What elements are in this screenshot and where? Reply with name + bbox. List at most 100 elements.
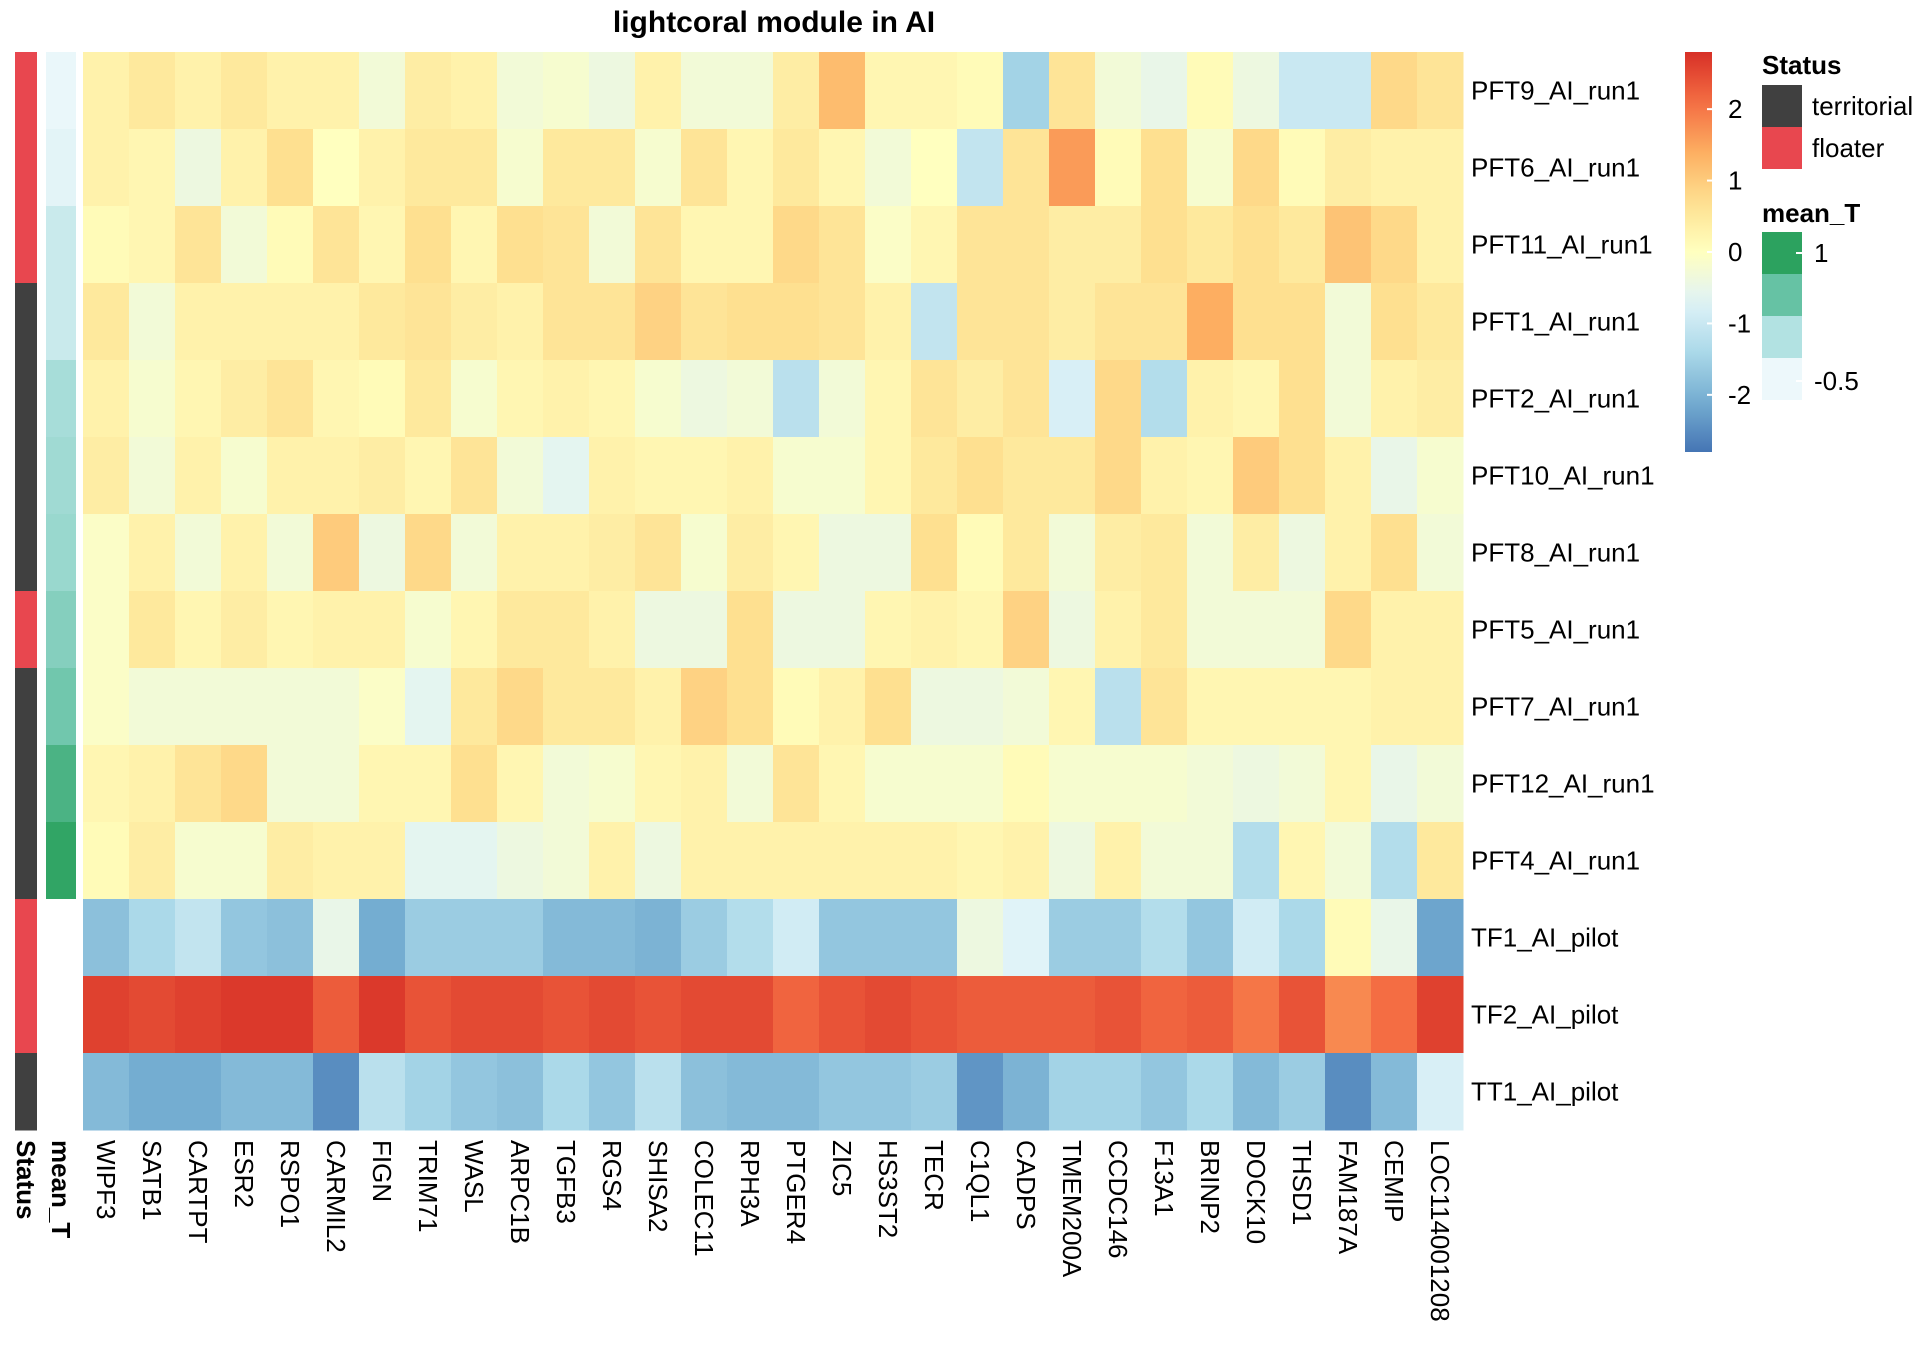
heatmap-cell bbox=[1371, 822, 1418, 900]
heatmap-cell bbox=[313, 1053, 360, 1131]
heatmap-cell bbox=[359, 360, 406, 438]
heatmap-cell bbox=[1325, 514, 1372, 592]
column-label: ESR2 bbox=[229, 1140, 259, 1208]
heatmap-cell bbox=[865, 591, 912, 669]
heatmap-cell bbox=[451, 52, 498, 130]
heatmap-cell bbox=[83, 283, 130, 361]
row-label: PFT9_AI_run1 bbox=[1471, 76, 1640, 106]
heatmap-cell bbox=[589, 1053, 636, 1131]
heatmap-cell bbox=[1279, 899, 1326, 977]
annotation-track-labels: Status mean_T bbox=[11, 1140, 76, 1238]
heatmap-cell bbox=[773, 745, 820, 823]
column-label: SATB1 bbox=[137, 1140, 167, 1220]
heatmap-cell bbox=[589, 514, 636, 592]
heatmap-cell bbox=[83, 591, 130, 669]
heatmap-cell bbox=[819, 129, 866, 207]
annotation-track-label: mean_T bbox=[46, 1140, 76, 1238]
heatmap-cell bbox=[1187, 1053, 1234, 1131]
heatmap-cell bbox=[1187, 283, 1234, 361]
heatmap-cell bbox=[221, 360, 268, 438]
row-label: TF1_AI_pilot bbox=[1471, 923, 1619, 953]
heatmap-cell bbox=[635, 1053, 682, 1131]
heatmap-cell bbox=[865, 899, 912, 977]
heatmap-cell bbox=[1417, 129, 1464, 207]
heatmap-cell bbox=[819, 283, 866, 361]
heatmap-cell bbox=[1003, 206, 1050, 284]
heatmap-cell bbox=[405, 129, 452, 207]
heatmap-cell bbox=[911, 745, 958, 823]
heatmap-cell bbox=[1095, 976, 1142, 1054]
heatmap-cell bbox=[267, 899, 314, 977]
heatmap-cell bbox=[1279, 591, 1326, 669]
heatmap-cell bbox=[1371, 129, 1418, 207]
heatmap-cell bbox=[543, 514, 590, 592]
heatmap-cell bbox=[589, 976, 636, 1054]
heatmap-cell bbox=[1233, 283, 1280, 361]
heatmap-cell bbox=[175, 206, 222, 284]
status-legend-label: territorial bbox=[1812, 91, 1913, 121]
status-cell bbox=[15, 822, 37, 900]
mean-t-cell bbox=[46, 1053, 76, 1131]
heatmap-cell bbox=[1049, 206, 1096, 284]
column-label: RPH3A bbox=[735, 1140, 765, 1227]
heatmap-cell bbox=[681, 52, 728, 130]
row-label: PFT8_AI_run1 bbox=[1471, 538, 1640, 568]
mean-t-legend-swatch bbox=[1762, 358, 1802, 400]
heatmap-cell bbox=[727, 668, 774, 746]
heatmap-cell bbox=[911, 129, 958, 207]
mean-t-cell bbox=[46, 745, 76, 823]
heatmap-cell bbox=[1187, 514, 1234, 592]
heatmap-cell bbox=[451, 976, 498, 1054]
heatmap-cell bbox=[1325, 206, 1372, 284]
column-label: HS3ST2 bbox=[873, 1140, 903, 1238]
heatmap-cell bbox=[1417, 899, 1464, 977]
heatmap-cell bbox=[1417, 976, 1464, 1054]
heatmap-cell bbox=[1233, 360, 1280, 438]
heatmap-cell bbox=[635, 129, 682, 207]
heatmap-cell bbox=[773, 976, 820, 1054]
heatmap-cell bbox=[1371, 360, 1418, 438]
heatmap-cell bbox=[359, 745, 406, 823]
heatmap-cell bbox=[1417, 206, 1464, 284]
heatmap-cell bbox=[865, 745, 912, 823]
column-label: RGS4 bbox=[597, 1140, 627, 1211]
heatmap-cell bbox=[1279, 437, 1326, 515]
mean-t-cell bbox=[46, 52, 76, 130]
heatmap-cell bbox=[1095, 437, 1142, 515]
heatmap-cell bbox=[1279, 745, 1326, 823]
mean-t-cell bbox=[46, 129, 76, 207]
heatmap-cell bbox=[1417, 1053, 1464, 1131]
mean-t-legend-swatch bbox=[1762, 232, 1802, 274]
heatmap-cell bbox=[497, 591, 544, 669]
heatmap-cell bbox=[727, 976, 774, 1054]
heatmap-cell bbox=[819, 52, 866, 130]
heatmap-cell bbox=[1003, 822, 1050, 900]
heatmap-cell bbox=[635, 514, 682, 592]
heatmap-cell bbox=[405, 899, 452, 977]
heatmap-cell bbox=[129, 52, 176, 130]
heatmap-cell bbox=[221, 899, 268, 977]
heatmap-cell bbox=[819, 514, 866, 592]
heatmap-cell bbox=[1279, 514, 1326, 592]
heatmap-cell bbox=[727, 129, 774, 207]
heatmap-cell bbox=[1003, 129, 1050, 207]
heatmap-cell bbox=[1417, 668, 1464, 746]
heatmap-cell bbox=[773, 206, 820, 284]
heatmap-cell bbox=[773, 52, 820, 130]
heatmap-cell bbox=[1187, 52, 1234, 130]
heatmap-cell bbox=[313, 206, 360, 284]
heatmap-cell bbox=[819, 1053, 866, 1131]
heatmap-cell bbox=[1371, 668, 1418, 746]
heatmap-cell bbox=[83, 976, 130, 1054]
heatmap-cell bbox=[83, 899, 130, 977]
row-labels: PFT9_AI_run1 PFT6_AI_run1 PFT11_AI_run1 PFT… bbox=[1471, 76, 1655, 1107]
heatmap-cell bbox=[405, 52, 452, 130]
row-label: PFT7_AI_run1 bbox=[1471, 692, 1640, 722]
heatmap-cell bbox=[267, 591, 314, 669]
mean-t-cell bbox=[46, 668, 76, 746]
heatmap-cell bbox=[865, 437, 912, 515]
heatmap-cell bbox=[221, 822, 268, 900]
status-cell bbox=[15, 360, 37, 438]
heatmap-cell bbox=[129, 899, 176, 977]
heatmap-cell bbox=[681, 668, 728, 746]
